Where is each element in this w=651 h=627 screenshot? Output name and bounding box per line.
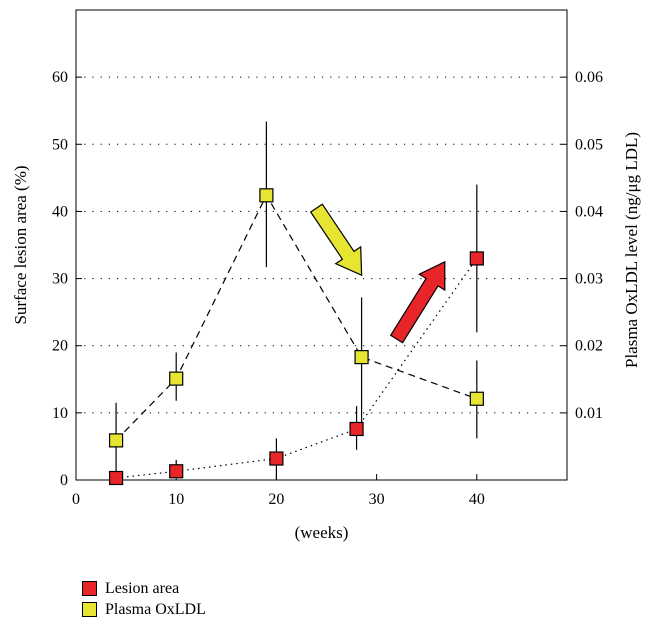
x-tick-label: 40 [469,491,485,508]
x-tick-label: 20 [268,491,284,508]
data-point [169,464,184,479]
x-tick-label: 30 [369,491,385,508]
plot-frame [75,9,568,481]
y-tick-label: 50 [52,136,68,153]
legend-label-lesion: Lesion area [105,579,180,597]
data-point [108,433,124,448]
y-tick-label: 40 [52,203,68,220]
annotation-arrows [309,203,446,344]
x-axis-label: (weeks) [295,523,349,542]
arrow-down [309,203,363,277]
data-point [469,391,484,406]
y2-axis-label: Plasma OxLDL level (ng/μg LDL) [622,132,641,368]
data-point [349,421,364,437]
y-tick-label: 30 [52,271,68,288]
legend-swatch-oxldl [82,602,97,617]
series-line [115,194,478,441]
axis-ticks: 0 10 20 30 40 0 10 20 30 40 50 60 0.01 0.02 0.03 0.04 0.… [52,69,603,508]
y2-tick-label: 0.04 [575,203,603,220]
data-point [169,371,184,386]
legend-swatch-lesion [82,581,97,596]
legend-label-oxldl: Plasma OxLDL [105,600,206,618]
data-point [469,251,484,266]
x-tick-label: 10 [168,491,184,508]
y2-tick-label: 0.02 [575,338,603,355]
data-point [269,451,284,466]
y-tick-label: 10 [52,405,68,422]
y-tick-label: 0 [60,472,68,489]
y-tick-label: 60 [52,69,68,86]
x-tick-label: 0 [72,491,80,508]
legend: Lesion area Plasma OxLDL [82,578,206,620]
y2-tick-label: 0.01 [575,405,603,422]
y-axis-label: Surface lesion area (%) [11,165,30,324]
y2-tick-label: 0.06 [575,69,603,86]
y-tick-label: 20 [52,338,68,355]
data-markers [108,188,484,486]
legend-item-oxldl: Plasma OxLDL [82,599,206,620]
data-point [259,188,274,203]
data-point [354,350,369,365]
legend-item-lesion: Lesion area [82,578,206,599]
data-point [108,470,124,486]
gridlines [76,76,567,414]
arrow-up [389,260,446,344]
series-lines [115,194,478,479]
y2-tick-label: 0.05 [575,136,603,153]
y2-tick-label: 0.03 [575,271,603,288]
